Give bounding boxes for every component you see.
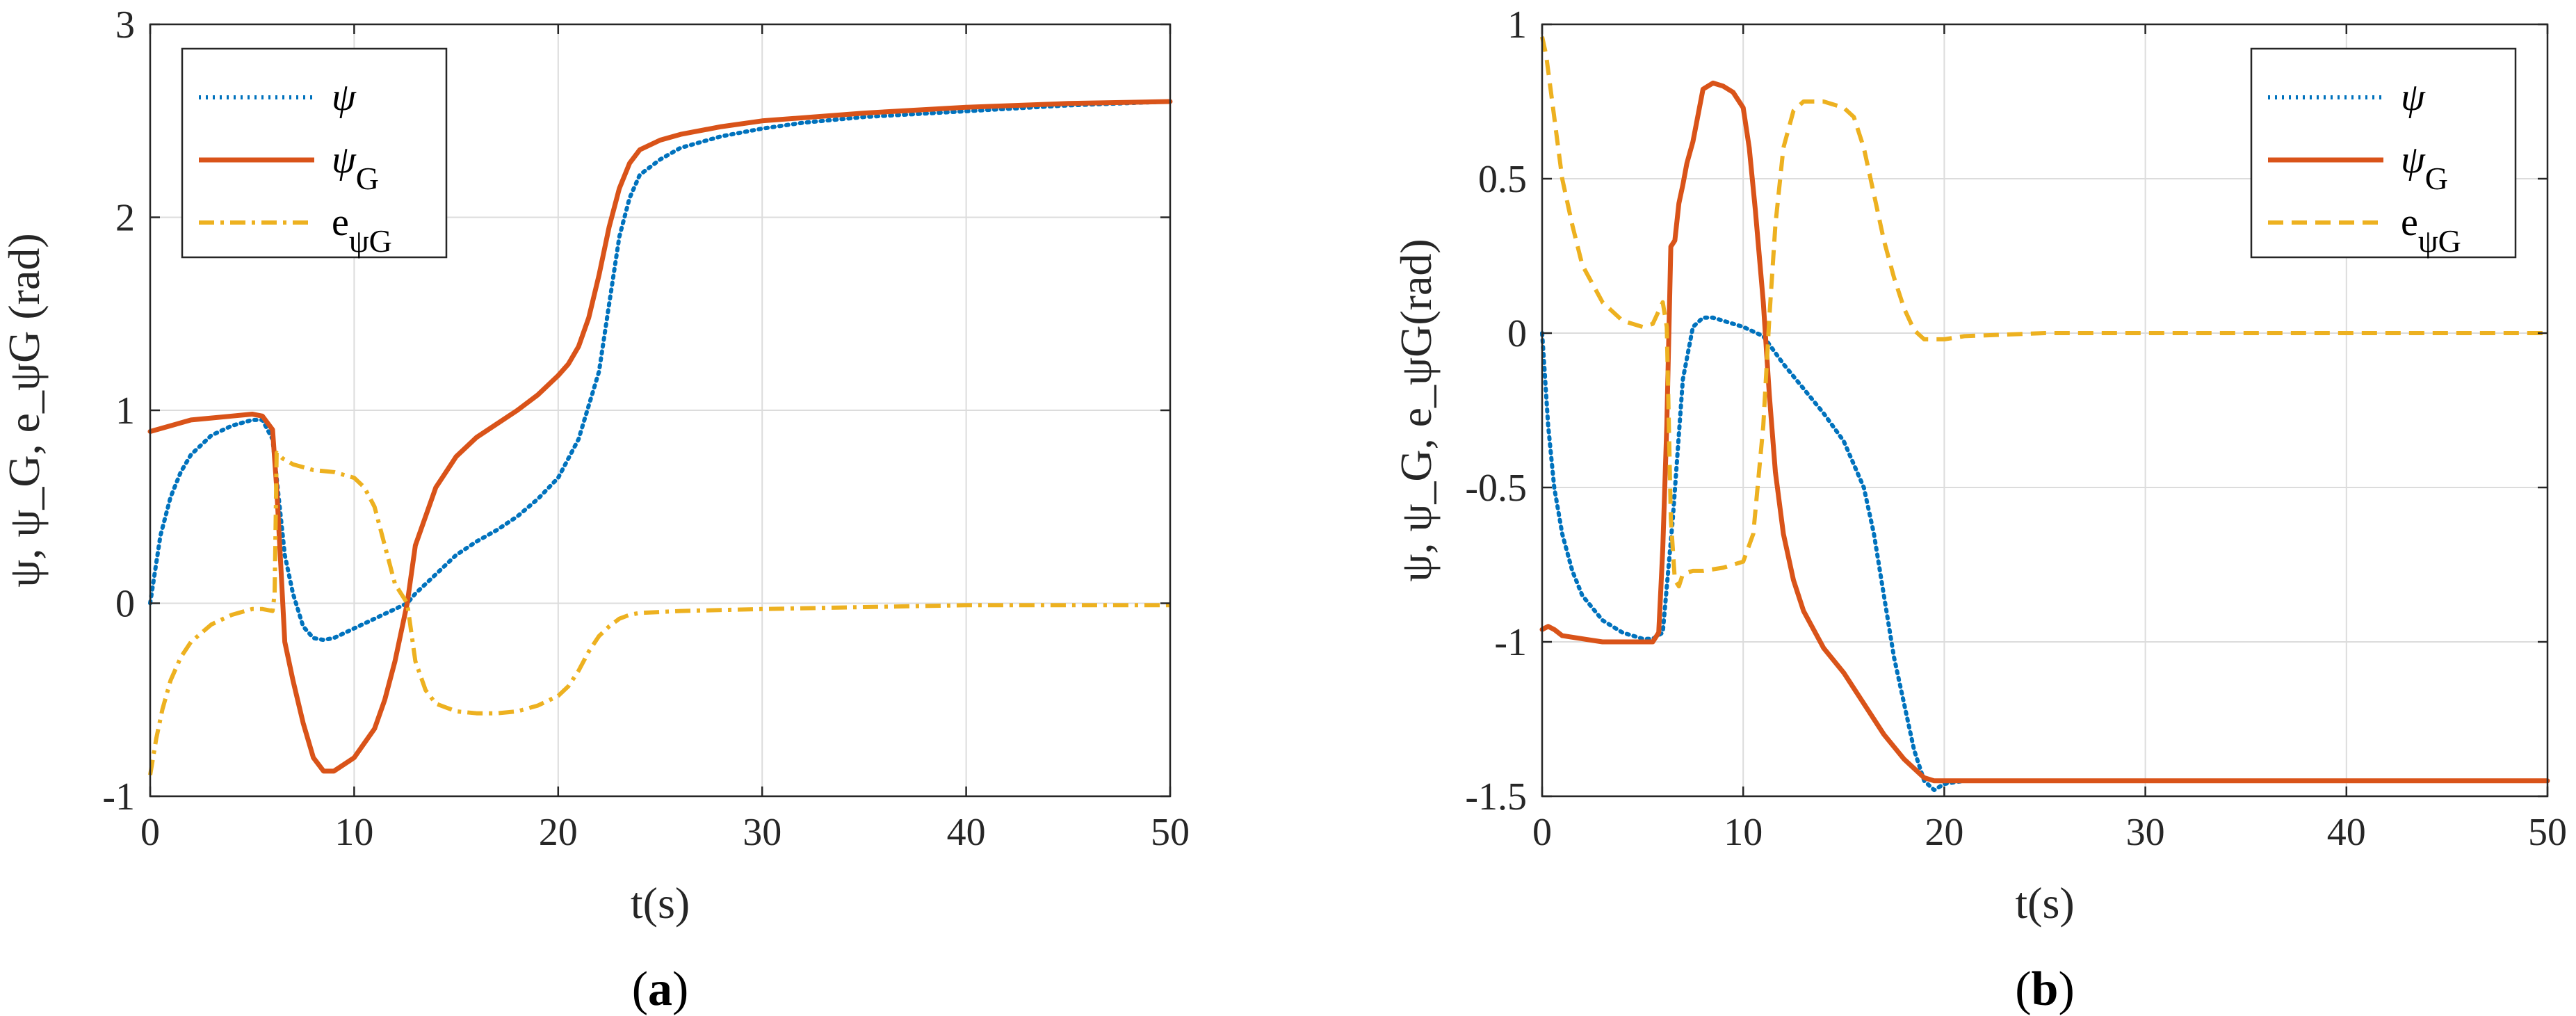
series-line-1: [148, 99, 1172, 643]
y-axis-label-b: ψ, ψ_G, e_ψG(rad): [1391, 239, 1441, 581]
legend-entry-label: ψG: [2401, 138, 2448, 196]
x-tick-label: 40: [947, 811, 986, 854]
y-tick-label: 1: [115, 389, 135, 433]
y-tick-label: 1: [1507, 3, 1527, 47]
x-tick-label: 20: [539, 811, 578, 854]
panel-label-b: (b): [2015, 962, 2075, 1016]
x-tick-label: 0: [1532, 811, 1552, 854]
x-tick-label: 50: [2528, 811, 2567, 854]
legend-entry-label: eψG: [2401, 201, 2461, 259]
legend-entry-label: ψ: [332, 76, 357, 119]
legend-box: [2250, 47, 2517, 259]
y-axis-label-text: ψ, ψ_G, e_ψG (rad): [0, 233, 49, 587]
y-axis-label-a: ψ, ψ_G, e_ψG (rad): [0, 233, 49, 587]
x-tick-label: 20: [1925, 811, 1963, 854]
series-line-3: [1540, 36, 2547, 589]
axes-box-b: [1541, 23, 2549, 798]
y-tick-label: -1: [1494, 621, 1527, 664]
ticks-b: 0 10 20 30 40 50 -1.5 -1 -0.5 0 0.5 1: [1465, 3, 2567, 854]
x-axis-label-a: t(s): [631, 878, 690, 928]
legend-entry-label: ψG: [332, 138, 379, 196]
y-axis-label-text: ψ, ψ_G, e_ψG(rad): [1391, 239, 1441, 581]
y-tick-label: 2: [115, 197, 135, 240]
series-line-1: [1540, 315, 2550, 793]
series-line-3: [148, 451, 1170, 775]
legend-entry-label: eψG: [332, 201, 392, 259]
legend-box: [181, 47, 448, 259]
x-tick-label: 50: [1151, 811, 1190, 854]
x-tick-label: 30: [743, 811, 781, 854]
y-tick-label: 0: [1507, 312, 1527, 355]
panel-b: 0 10 20 30 40 50 -1.5 -1 -0.5 0 0.5 1 t(s) ψ, ψ_G, …: [1391, 3, 2567, 1016]
series-layer-b: [1539, 36, 2550, 793]
y-tick-label: 3: [115, 3, 135, 47]
series-line-2: [1539, 80, 2550, 784]
y-tick-label: -0.5: [1465, 467, 1527, 510]
x-tick-label: 30: [2126, 811, 2165, 854]
x-tick-label: 40: [2327, 811, 2366, 854]
x-tick-label: 0: [140, 811, 160, 854]
y-tick-label: 0: [115, 583, 135, 626]
legend-entry-label: ψ: [2401, 76, 2426, 119]
y-tick-label: 0.5: [1478, 158, 1527, 201]
y-tick-label: -1.5: [1465, 775, 1527, 819]
series-line-2: [147, 99, 1173, 774]
x-axis-label-b: t(s): [2015, 878, 2074, 928]
panel-label-a: (a): [632, 962, 689, 1016]
x-tick-label: 10: [1724, 811, 1763, 854]
x-tick-label: 10: [334, 811, 373, 854]
series-layer-a: [147, 99, 1173, 775]
y-tick-label: -1: [102, 775, 135, 819]
